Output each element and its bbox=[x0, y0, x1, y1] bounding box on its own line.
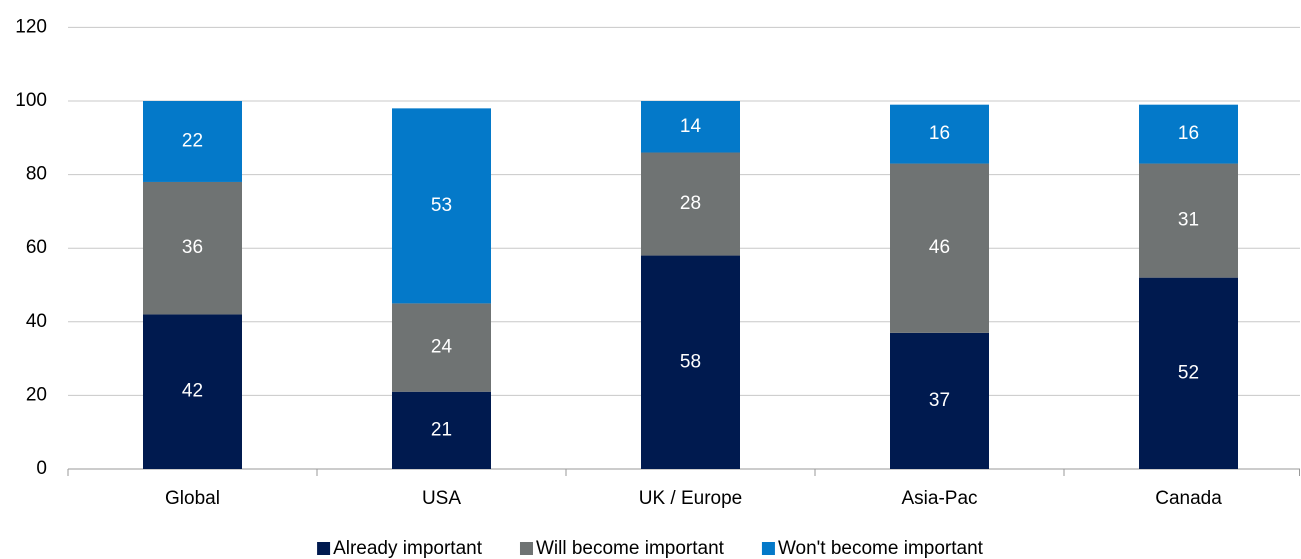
y-tick-label: 20 bbox=[26, 384, 47, 405]
bar-segment bbox=[1139, 104, 1238, 164]
bar-segment bbox=[1139, 277, 1238, 469]
bar-segment bbox=[392, 391, 491, 469]
y-tick-label: 60 bbox=[26, 237, 47, 258]
data-label: 21 bbox=[431, 419, 452, 440]
bar-segment bbox=[890, 332, 989, 469]
x-tick-label: Asia-Pac bbox=[901, 488, 977, 509]
legend-label: Won't become important bbox=[778, 538, 984, 559]
x-tick-label: USA bbox=[422, 488, 461, 509]
legend-swatch bbox=[519, 542, 533, 555]
data-label: 36 bbox=[182, 237, 203, 258]
legend-swatch bbox=[317, 542, 331, 555]
x-tick-label: UK / Europe bbox=[639, 488, 743, 509]
bar-segment bbox=[1139, 163, 1238, 278]
bar-segment bbox=[392, 108, 491, 304]
bar-segment bbox=[890, 163, 989, 333]
bar-segment bbox=[143, 314, 242, 469]
data-label: 28 bbox=[680, 193, 701, 214]
data-label: 16 bbox=[929, 123, 950, 144]
x-tick-label: Canada bbox=[1155, 488, 1222, 509]
legend-swatch bbox=[761, 542, 775, 555]
bar-segment bbox=[641, 255, 740, 469]
data-label: 46 bbox=[929, 237, 950, 258]
bar-segment bbox=[641, 101, 740, 153]
data-label: 16 bbox=[1178, 123, 1199, 144]
bar-segment bbox=[143, 101, 242, 182]
data-label: 42 bbox=[182, 381, 203, 402]
legend-label: Will become important bbox=[536, 538, 725, 559]
bar-segment bbox=[143, 181, 242, 315]
bar-segment bbox=[641, 152, 740, 256]
y-tick-label: 120 bbox=[15, 16, 47, 37]
bar-segment bbox=[392, 303, 491, 392]
legend-label: Already important bbox=[333, 538, 483, 559]
y-tick-label: 100 bbox=[15, 90, 47, 111]
data-label: 58 bbox=[680, 351, 701, 372]
data-label: 52 bbox=[1178, 362, 1199, 383]
data-label: 37 bbox=[929, 390, 950, 411]
y-tick-label: 0 bbox=[36, 458, 47, 479]
x-tick-label: Global bbox=[165, 488, 220, 509]
data-label: 22 bbox=[182, 130, 203, 151]
bar-segment bbox=[890, 104, 989, 164]
data-label: 31 bbox=[1178, 210, 1199, 231]
data-label: 53 bbox=[431, 195, 452, 216]
y-tick-label: 80 bbox=[26, 164, 47, 185]
y-tick-label: 40 bbox=[26, 311, 47, 332]
data-label: 14 bbox=[680, 116, 702, 137]
data-label: 24 bbox=[431, 337, 453, 358]
